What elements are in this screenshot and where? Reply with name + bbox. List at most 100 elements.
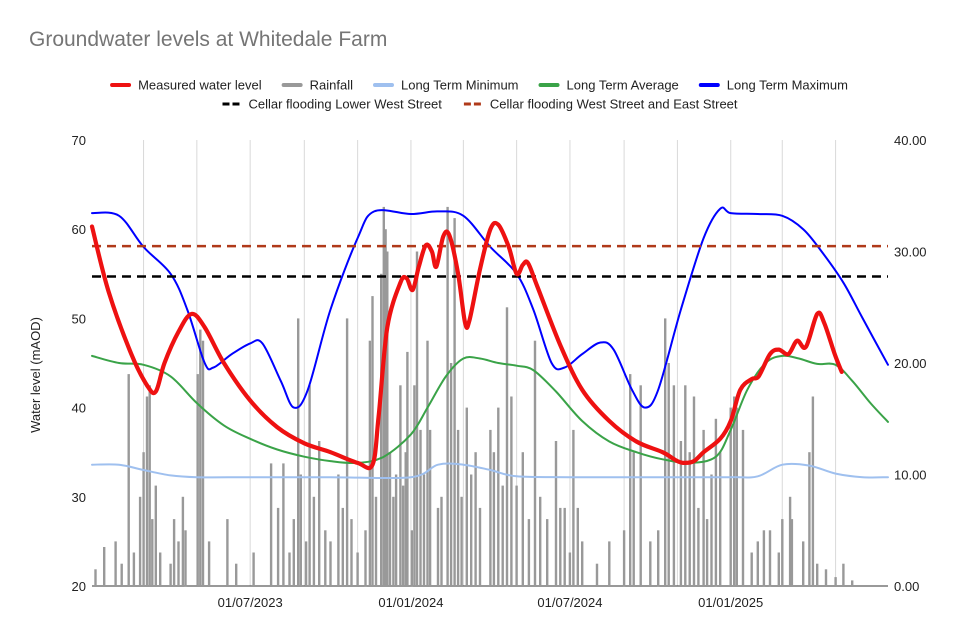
legend-item-measured-water-level: Measured water level bbox=[110, 78, 262, 93]
rainfall-bar bbox=[172, 519, 176, 586]
legend-label: Cellar flooding West Street and East Str… bbox=[490, 97, 738, 112]
rainfall-bar bbox=[533, 340, 537, 586]
rainfall-bar bbox=[510, 396, 513, 586]
rainfall-bar bbox=[406, 351, 409, 586]
rainfall-bar bbox=[392, 496, 395, 586]
y-tick-label: 20 bbox=[72, 579, 86, 594]
rainfall-bar bbox=[572, 429, 575, 586]
rainfall-bar bbox=[702, 429, 705, 586]
rainfall-bar bbox=[576, 507, 579, 586]
rainfall-bar bbox=[632, 452, 635, 586]
legend-label: Measured water level bbox=[138, 78, 262, 93]
rainfall-bar bbox=[159, 552, 162, 586]
rainfall-bar bbox=[386, 251, 389, 586]
rainfall-bar bbox=[649, 541, 652, 586]
rainfall-bar bbox=[492, 452, 496, 586]
rainfall-bar bbox=[474, 452, 477, 586]
rainfall-bar bbox=[478, 507, 482, 586]
y-axis-title: Water level (mAOD) bbox=[28, 317, 43, 433]
rainfall-bar bbox=[460, 496, 463, 586]
rainfall-bar bbox=[308, 385, 311, 586]
rainfall-bar bbox=[388, 452, 392, 586]
rainfall-bar bbox=[568, 552, 572, 586]
rainfall-bar bbox=[94, 569, 97, 586]
rainfall-bar bbox=[539, 496, 542, 586]
rainfall-bar bbox=[399, 385, 402, 586]
rainfall-bar bbox=[465, 407, 468, 586]
legend-item-rainfall: Rainfall bbox=[281, 78, 353, 93]
rainfall-bar bbox=[415, 251, 419, 586]
rainfall-bar bbox=[269, 463, 273, 586]
rainfall-bar bbox=[142, 452, 145, 586]
rainfall-bar bbox=[196, 374, 199, 586]
rainfall-bar bbox=[505, 307, 509, 587]
rainfall-bar bbox=[733, 396, 736, 586]
long-term-maximum-line bbox=[91, 206, 889, 409]
rainfall-bar bbox=[154, 485, 157, 586]
rainfall-bar bbox=[410, 530, 413, 587]
rainfall-bar bbox=[374, 496, 378, 586]
legend-item-cellar-flooding-lower-west-street: Cellar flooding Lower West Street bbox=[222, 97, 442, 112]
rainfall-bar bbox=[292, 519, 295, 586]
rainfall-bar bbox=[768, 530, 772, 587]
y-tick-label: 60 bbox=[72, 222, 86, 237]
rainfall-bar bbox=[318, 441, 321, 586]
rainfall-bar bbox=[382, 206, 385, 586]
rainfall-bar bbox=[304, 541, 308, 586]
rainfall-bar bbox=[252, 552, 255, 586]
legend-label: Long Term Maximum bbox=[727, 78, 848, 93]
rainfall-bar bbox=[401, 485, 405, 586]
rainfall-bar bbox=[350, 519, 353, 586]
rainfall-bar bbox=[329, 541, 332, 586]
rainfall-bar bbox=[527, 519, 531, 586]
rainfall-bar bbox=[639, 385, 642, 586]
rainfall-bar bbox=[729, 407, 732, 586]
rainfall-bar bbox=[719, 452, 722, 586]
legend-item-long-term-minimum: Long Term Minimum bbox=[372, 78, 519, 93]
y-tick-label: 70 bbox=[72, 133, 86, 148]
series-lines bbox=[89, 206, 889, 480]
rainfall-bar bbox=[788, 496, 792, 586]
rainfall-bar bbox=[297, 318, 300, 586]
rainfall-bar bbox=[453, 218, 456, 586]
y2-tick-label: 0.00 bbox=[894, 579, 919, 594]
x-tick-label: 01/07/2023 bbox=[218, 595, 283, 610]
legend-item-long-term-average: Long Term Average bbox=[538, 78, 679, 93]
rainfall-bar bbox=[679, 441, 683, 586]
legend-label: Rainfall bbox=[310, 78, 353, 93]
rainfall-bar bbox=[672, 385, 676, 586]
rainfall-bar bbox=[608, 541, 611, 586]
rainfall-bar bbox=[151, 519, 154, 586]
rainfall-bar bbox=[595, 563, 599, 586]
rainfall-bar bbox=[138, 496, 142, 586]
rainfall-bar bbox=[226, 519, 229, 586]
rainfall-bar bbox=[132, 552, 136, 586]
rainfall-bar bbox=[428, 429, 432, 586]
rainfall-bar bbox=[554, 441, 558, 586]
rainfall-bar bbox=[345, 318, 349, 586]
rainfall-bar bbox=[145, 396, 149, 586]
legend-label: Cellar flooding Lower West Street bbox=[248, 97, 442, 112]
rainfall-bar bbox=[299, 474, 302, 586]
rainfall-bar bbox=[684, 385, 687, 586]
rainfall-bar bbox=[521, 452, 524, 586]
rainfall-bar bbox=[426, 340, 429, 586]
rainfall-bar bbox=[824, 569, 828, 586]
rainfall-bar bbox=[337, 474, 340, 586]
y-tick-label: 30 bbox=[72, 490, 86, 505]
rainfall-bar bbox=[436, 507, 440, 586]
rainfall-bar bbox=[184, 530, 187, 587]
rainfall-bar bbox=[449, 363, 453, 586]
rainfall-bar bbox=[276, 507, 280, 586]
rainfall-bar bbox=[422, 474, 426, 586]
rainfall-bar bbox=[288, 552, 291, 586]
rainfall-bar bbox=[581, 541, 584, 586]
rainfall-bar bbox=[842, 563, 845, 586]
y2-tick-label: 40.00 bbox=[894, 133, 927, 148]
axes: Water level (mAOD) 20 30 40 50 60 70 0.00 10.00… bbox=[28, 133, 927, 610]
rainfall-bar bbox=[762, 530, 766, 587]
rainfall-bar bbox=[816, 563, 819, 586]
rainfall-bar bbox=[470, 474, 473, 586]
y-tick-label: 40 bbox=[72, 401, 86, 416]
rainfall-bar bbox=[207, 541, 211, 586]
